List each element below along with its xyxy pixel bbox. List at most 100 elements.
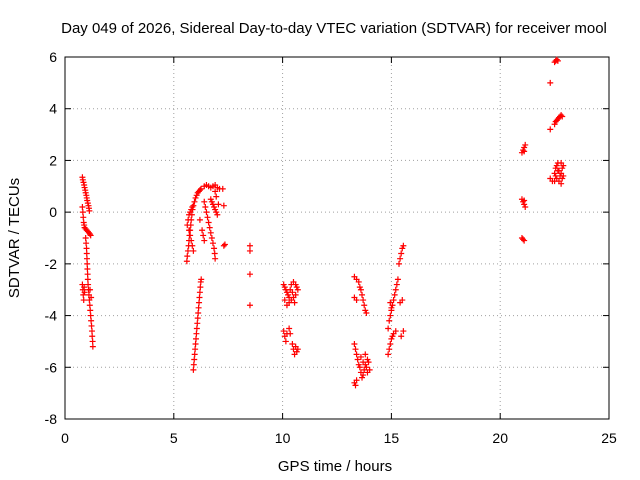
data-point — [196, 299, 203, 306]
data-point — [359, 291, 366, 298]
data-point — [87, 232, 94, 239]
data-point — [559, 175, 566, 182]
y-tick-label: -6 — [45, 359, 58, 375]
data-point — [351, 294, 358, 301]
data-point — [190, 361, 197, 368]
data-point — [387, 341, 394, 348]
data-point — [391, 291, 398, 298]
data-point — [521, 148, 528, 155]
x-tick-label: 15 — [384, 430, 400, 446]
data-point — [352, 382, 359, 389]
data-point — [183, 258, 190, 265]
data-point — [88, 294, 95, 301]
data-point — [87, 312, 94, 319]
data-point — [282, 338, 289, 345]
data-point — [246, 271, 253, 278]
data-point — [195, 304, 202, 311]
data-point — [190, 247, 197, 254]
data-point — [246, 247, 253, 254]
data-point — [194, 315, 201, 322]
data-point — [196, 289, 203, 296]
data-point — [360, 359, 367, 366]
data-point — [394, 276, 401, 283]
data-point — [221, 241, 228, 248]
data-point — [398, 333, 405, 340]
data-point — [86, 302, 93, 309]
data-point — [390, 297, 397, 304]
data-point — [84, 266, 91, 273]
data-point — [400, 242, 407, 249]
data-point — [213, 193, 220, 200]
data-point — [192, 335, 199, 342]
y-axis-label: SDTVAR / TECUs — [6, 178, 23, 298]
data-point — [193, 325, 200, 332]
plot-frame — [64, 56, 610, 420]
data-point — [294, 346, 301, 353]
data-point — [83, 255, 90, 262]
data-point — [211, 250, 218, 257]
data-point — [191, 198, 198, 205]
data-point — [220, 202, 227, 209]
data-point — [205, 219, 212, 226]
data-point — [185, 216, 192, 223]
data-point — [192, 346, 199, 353]
data-points — [79, 56, 567, 389]
data-point — [214, 211, 221, 218]
data-point — [291, 299, 298, 306]
data-point — [208, 235, 215, 241]
data-point — [363, 364, 370, 371]
data-point — [388, 304, 395, 311]
data-point — [88, 328, 95, 335]
y-tick-label: 2 — [49, 152, 57, 168]
data-point — [351, 341, 358, 348]
data-point — [366, 366, 373, 373]
x-tick-label: 10 — [275, 430, 291, 446]
data-point — [551, 178, 558, 185]
data-point — [203, 209, 210, 216]
data-point — [81, 289, 88, 296]
y-tick-label: 6 — [49, 49, 57, 65]
data-point — [287, 330, 294, 337]
data-point — [79, 203, 86, 210]
data-point — [521, 197, 528, 204]
data-point — [522, 203, 529, 210]
data-point — [83, 245, 90, 252]
data-point — [393, 281, 400, 288]
data-point — [554, 57, 561, 64]
data-point — [521, 237, 528, 244]
data-point — [186, 227, 193, 234]
data-point — [88, 322, 95, 329]
data-point — [209, 240, 216, 247]
data-point — [387, 299, 394, 306]
y-tick-label: 4 — [49, 101, 57, 117]
data-point — [355, 278, 362, 285]
data-point — [398, 250, 405, 257]
data-point — [191, 351, 198, 358]
data-point — [289, 341, 296, 348]
data-point — [397, 299, 404, 306]
x-tick-label: 20 — [492, 430, 508, 446]
data-point — [281, 297, 288, 304]
data-point — [386, 346, 393, 353]
data-point — [84, 260, 91, 267]
data-point — [88, 317, 95, 324]
data-point — [198, 276, 205, 283]
data-point — [558, 180, 565, 187]
data-point — [560, 162, 567, 169]
y-tick-label: 0 — [49, 204, 57, 220]
y-tick-label: -8 — [45, 411, 58, 427]
data-point — [360, 297, 367, 304]
data-point — [194, 320, 201, 327]
data-point — [80, 297, 87, 304]
data-point — [196, 187, 203, 194]
data-point — [353, 377, 360, 384]
data-point — [552, 172, 559, 179]
data-point — [220, 242, 227, 249]
data-point — [196, 294, 203, 301]
data-point — [294, 286, 301, 293]
data-point — [83, 250, 90, 257]
data-point — [362, 351, 369, 358]
data-point — [87, 231, 94, 238]
x-axis-label: GPS time / hours — [278, 458, 392, 475]
